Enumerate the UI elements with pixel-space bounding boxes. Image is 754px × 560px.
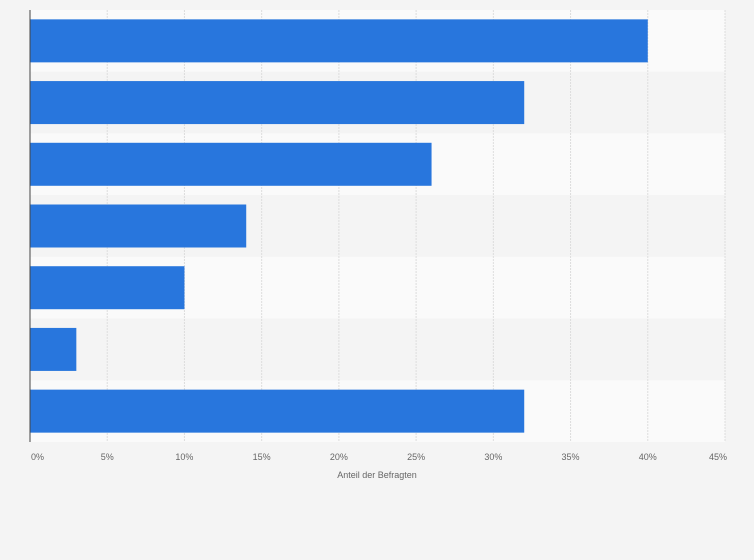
bar <box>30 389 525 433</box>
bars <box>30 19 648 433</box>
row-band <box>30 318 725 381</box>
x-tick-label: 0% <box>31 452 44 462</box>
x-tick-label: 35% <box>562 452 580 462</box>
bar <box>30 19 648 63</box>
x-tick-label: 10% <box>175 452 193 462</box>
x-tick-labels: 0% 5% 10% 15% 20% 25% 30% 35% 40% 45% <box>31 452 727 462</box>
x-tick-label: 5% <box>101 452 114 462</box>
x-tick-label: 30% <box>484 452 502 462</box>
x-tick-label: 45% <box>709 452 727 462</box>
bar <box>30 204 247 248</box>
bar <box>30 266 185 310</box>
x-tick-label: 25% <box>407 452 425 462</box>
x-tick-label: 40% <box>639 452 657 462</box>
x-axis-label: Anteil der Befragten <box>337 470 417 480</box>
bar <box>30 81 525 125</box>
x-tick-label: 20% <box>330 452 348 462</box>
x-tick-label: 15% <box>253 452 271 462</box>
bar <box>30 142 432 186</box>
bar <box>30 327 77 371</box>
